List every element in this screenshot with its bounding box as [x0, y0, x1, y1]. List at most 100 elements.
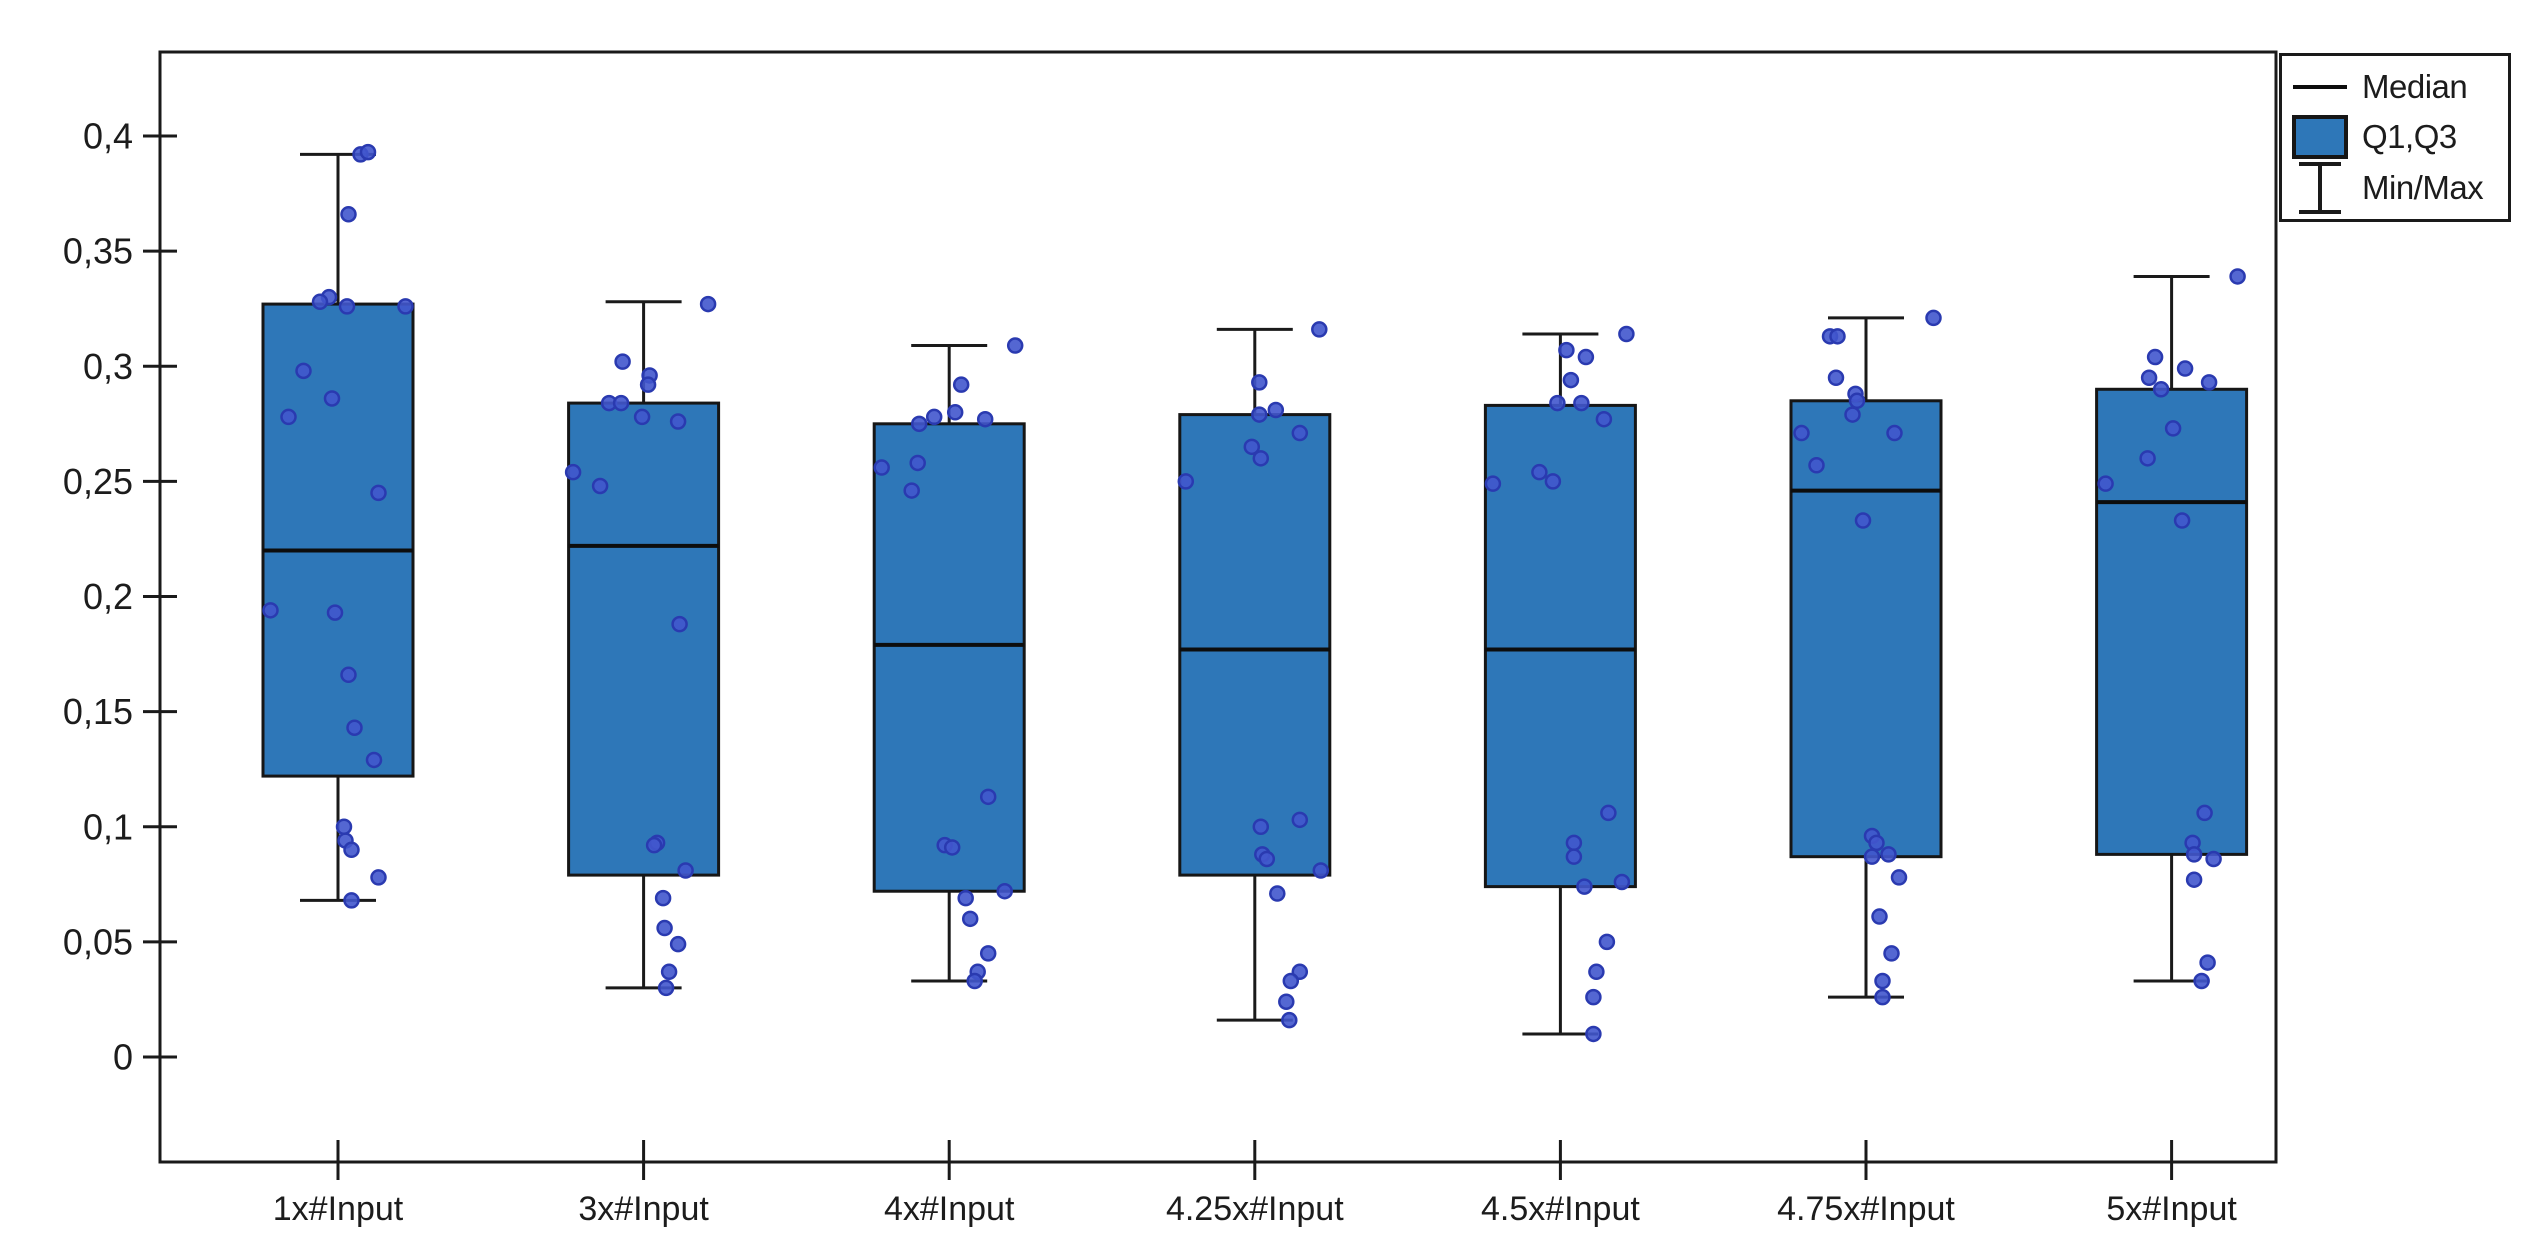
scatter-dot [2185, 871, 2203, 888]
scatter-dot [343, 892, 360, 909]
scatter-dot [639, 376, 657, 393]
legend-item-label: Q1,Q3 [2362, 118, 2457, 156]
scatter-dot [1848, 392, 1866, 410]
scatter-dot [564, 463, 582, 481]
x-tick-label: 4.75x#Input [1777, 1190, 1955, 1228]
y-tick-label: 0,05 [63, 921, 133, 962]
scatter-dot [1549, 394, 1566, 412]
scatter-dot [1886, 424, 1903, 442]
scatter-dot [1269, 885, 1286, 902]
scatter-dot [909, 454, 926, 472]
scatter-dot [1484, 475, 1502, 492]
scatter-dot [1600, 804, 1617, 822]
scatter-dot [671, 615, 688, 633]
scatter-dot [1618, 325, 1635, 343]
scatter-dot [1808, 457, 1825, 474]
iqr-box [872, 422, 1026, 893]
scatter-dot [326, 604, 344, 621]
scatter-dot [669, 413, 687, 430]
scatter-dot [1874, 988, 1891, 1006]
scatter-dot [1565, 848, 1583, 865]
legend-item-label: Min/Max [2362, 168, 2484, 206]
scatter-dot [2176, 360, 2194, 377]
y-tick-label: 0,4 [83, 116, 133, 157]
scatter-dot [614, 353, 631, 370]
scatter-dot [1598, 933, 1616, 951]
scatter-dot [591, 477, 609, 495]
iqr-box [1178, 413, 1332, 877]
scatter-dot [2205, 850, 2222, 868]
scatter-dot [340, 206, 357, 223]
y-tick-label: 0,15 [63, 691, 133, 732]
scatter-dot [2146, 348, 2164, 366]
scatter-dot [979, 788, 997, 806]
scatter-dot [359, 143, 377, 161]
scatter-dot [645, 836, 663, 854]
scatter-dot [2199, 954, 2216, 971]
iqr-box [2095, 387, 2249, 856]
scatter-dot [1576, 878, 1593, 895]
scatter-dot [311, 293, 329, 311]
scatter-dot [1281, 1011, 1298, 1029]
scatter-dot [961, 910, 979, 928]
scatter-dot [1258, 850, 1276, 868]
scatter-dot [1585, 988, 1602, 1006]
scatter-dot [699, 295, 717, 313]
scatter-dot [1925, 309, 1942, 327]
scatter-dot [1613, 873, 1631, 891]
scatter-dot [1883, 945, 1900, 962]
y-tick-label: 0,3 [83, 346, 133, 387]
scatter-dot [952, 376, 970, 393]
scatter-dot [1573, 394, 1590, 412]
scatter-dot [660, 963, 678, 981]
scatter-dot [338, 298, 356, 315]
scatter-dot [2196, 804, 2213, 822]
scatter-dot [370, 484, 387, 502]
scatter-dot [1874, 972, 1891, 990]
scatter-dot [612, 394, 630, 412]
legend-item-q1q3: Q1,Q3 [2290, 112, 2500, 162]
scatter-dot [957, 889, 974, 907]
legend-item-minmax: Min/Max [2290, 161, 2500, 214]
scatter-dot [1558, 341, 1575, 359]
scatter-dot [1251, 374, 1268, 391]
scatter-dot [335, 818, 353, 835]
plot-border [158, 50, 2278, 1164]
scatter-dot [1562, 371, 1580, 389]
scatter-dot [1243, 438, 1261, 456]
scatter-dot [340, 666, 357, 684]
scatter-dot [1829, 328, 1846, 345]
scatter-dot [1595, 410, 1613, 428]
legend-item-label: Median [2362, 68, 2468, 106]
x-tick-label: 5x#Input [2106, 1190, 2237, 1228]
y-tick-label: 0 [113, 1037, 133, 1078]
scatter-dot [677, 862, 694, 879]
scatter-dot [262, 602, 279, 619]
scatter-dot [1880, 846, 1897, 863]
scatter-dot [1868, 834, 1885, 852]
x-tick-label: 4.25x#Input [1166, 1190, 1344, 1228]
scatter-dot [1251, 406, 1268, 423]
scatter-dot [295, 362, 312, 380]
median-line-icon [2290, 82, 2350, 92]
scatter-dot [2229, 268, 2246, 285]
x-tick-label: 4.5x#Input [1481, 1190, 1640, 1228]
scatter-dot [343, 841, 360, 859]
scatter-dot [1291, 811, 1309, 829]
scatter-dot [1312, 862, 1330, 879]
scatter-dot [1588, 963, 1605, 981]
legend: Median Q1,Q3 Min/Max [2279, 53, 2511, 222]
scatter-dot [1871, 908, 1888, 925]
legend-item-median: Median [2290, 62, 2500, 112]
scatter-dot [323, 390, 341, 407]
scatter-dot [365, 751, 383, 769]
scatter-dot [1267, 401, 1285, 419]
scatter-dot [2173, 512, 2191, 529]
scatter-dot [1854, 512, 1872, 529]
scatter-dot [966, 972, 983, 990]
scatter-dot [1291, 424, 1309, 442]
y-tick-label: 0,35 [63, 231, 133, 272]
iqr-box [567, 401, 721, 877]
x-tick-label: 1x#Input [273, 1190, 404, 1228]
